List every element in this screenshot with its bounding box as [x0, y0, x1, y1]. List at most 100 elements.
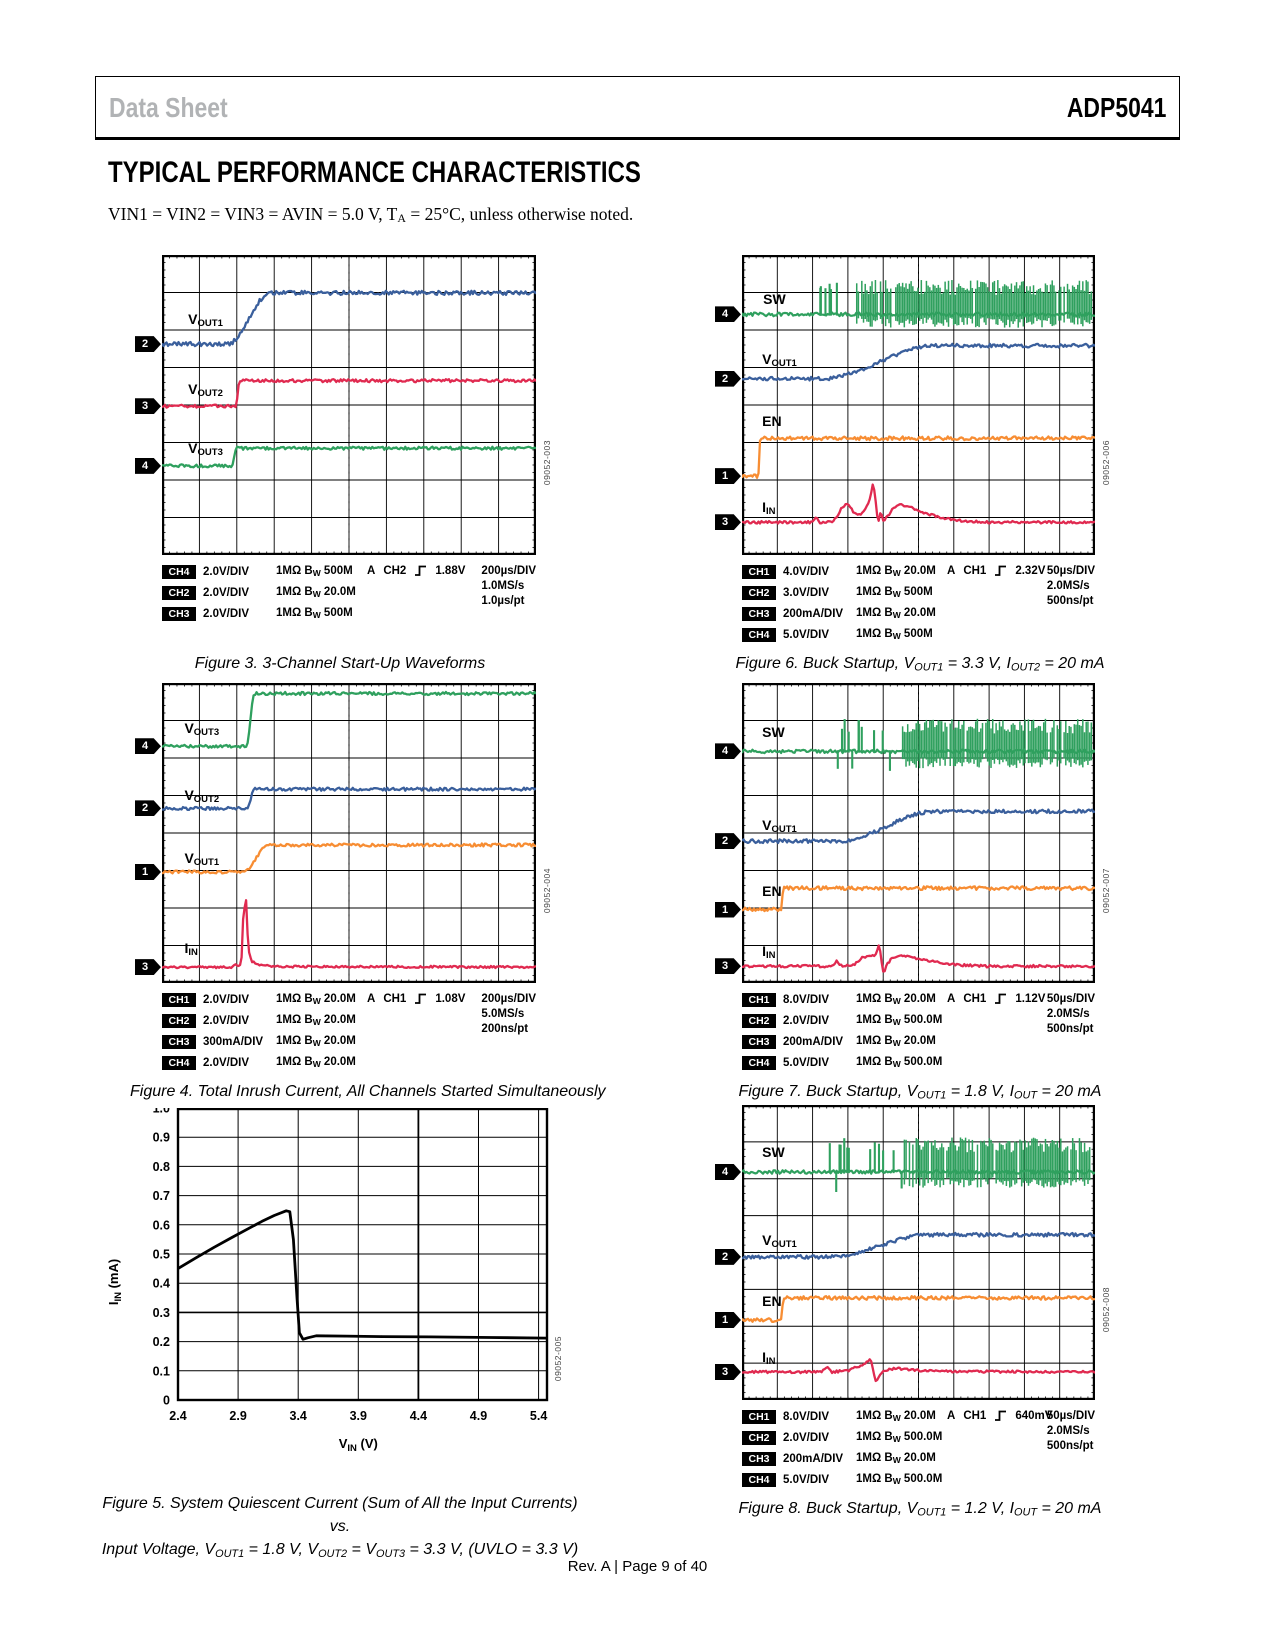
channel-scale: 5.0V/DIV: [783, 1474, 849, 1486]
trigger-info: A CH1 2.32V: [947, 564, 1045, 577]
channel-4-marker: 4: [135, 738, 161, 754]
channel-badge: CH1: [742, 565, 776, 579]
subscript: W: [893, 1413, 901, 1423]
x-tick-label: 3.9: [350, 1409, 367, 1423]
channel-scale: 300mA/DIV: [203, 1036, 269, 1048]
figure-7: 4 2 1 3 SW VOUT1 EN IIN CH1 8.0V/DIV 1MΩ BW 20.0M…: [710, 683, 1130, 1107]
timebase-line: 500ns/pt: [1047, 1439, 1095, 1454]
figure-code-fig8: 09052-008: [1101, 1287, 1111, 1332]
y-tick-label: 0.5: [153, 1248, 170, 1262]
timebase-line: 2.0MS/s: [1047, 579, 1095, 594]
channel-scale: 2.0V/DIV: [203, 994, 269, 1006]
channel-4-marker: 4: [715, 743, 741, 759]
timebase-line: 500ns/pt: [1047, 594, 1095, 609]
channel-1-marker: 1: [715, 468, 741, 484]
channel-setting-row: CH3 200mA/DIV 1MΩ BW 20.0M: [742, 1031, 1095, 1052]
subscript: W: [893, 1059, 901, 1069]
trigger-level: 1.88V: [435, 565, 465, 577]
channel-setting-row: CH4 5.0V/DIV 1MΩ BW 500.0M: [742, 1052, 1095, 1073]
channel-badge: CH2: [742, 1431, 776, 1445]
scope-graticule: [742, 1105, 1095, 1400]
subscript: W: [313, 996, 321, 1006]
part-number: ADP5041: [1066, 92, 1166, 124]
figure-code-fig5: 09052-005: [553, 1336, 563, 1381]
channel-setting-row: CH4 5.0V/DIV 1MΩ BW 500.0M: [742, 1469, 1095, 1490]
scope-settings-fig6: CH1 4.0V/DIV 1MΩ BW 20.0M CH2 3.0V/DIV 1MΩ BW…: [742, 561, 1095, 645]
y-tick-label: 0.6: [153, 1218, 170, 1232]
bandwidth-label: BW: [884, 1452, 900, 1464]
channel-scale: 2.0V/DIV: [203, 587, 269, 599]
bandwidth-label: BW: [884, 1035, 900, 1047]
subscript: OUT3: [194, 727, 219, 738]
trace-label-en: EN: [762, 1293, 781, 1309]
channel-badge: CH1: [742, 993, 776, 1007]
subscript: OUT1: [198, 318, 223, 329]
trace-label-iin: IIN: [762, 1349, 775, 1367]
scope-graticule: [742, 255, 1095, 555]
rising-edge-icon: [994, 992, 1007, 1005]
rising-edge-icon: [414, 564, 427, 577]
figure-8: 4 2 1 3 SW VOUT1 EN IIN CH1 8.0V/DIV 1MΩ BW 20.0M…: [710, 1105, 1130, 1524]
channel-1-marker: 1: [715, 1312, 741, 1328]
channel-4-marker: 4: [135, 458, 161, 474]
channel-setting-row: CH4 2.0V/DIV 1MΩ BW 20.0M: [162, 1052, 536, 1073]
channel-setting-row: CH2 2.0V/DIV 1MΩ BW 20.0M: [162, 1010, 536, 1031]
subscript: OUT2: [194, 794, 219, 805]
channel-setting-row: CH4 5.0V/DIV 1MΩ BW 500M: [742, 624, 1095, 645]
x-tick-label: 4.9: [470, 1409, 487, 1423]
subscript: W: [893, 1017, 901, 1027]
y-tick-label: 0.4: [153, 1277, 170, 1291]
bandwidth-label: BW: [304, 565, 320, 577]
trace-label-vout3: VOUT3: [188, 440, 223, 458]
bandwidth-label: BW: [884, 1056, 900, 1068]
bandwidth-label: BW: [304, 993, 320, 1005]
subscript: W: [893, 1038, 901, 1048]
oscilloscope-plot-fig8: 4 2 1 3 SW VOUT1 EN IIN: [742, 1105, 1095, 1400]
trace-label-vout1: VOUT1: [188, 311, 223, 329]
trace-label-vout2: VOUT2: [184, 787, 219, 805]
trigger-info: A CH1 1.12V: [947, 992, 1045, 1005]
channel-badge: CH4: [742, 1473, 776, 1487]
channel-scale: 200mA/DIV: [783, 1036, 849, 1048]
trigger-mode: A: [947, 993, 955, 1005]
y-tick-label: 0.8: [153, 1160, 170, 1174]
subscript: W: [313, 1017, 321, 1027]
trigger-info: A CH1 1.08V: [367, 992, 465, 1005]
figure-caption-fig3: Figure 3. 3-Channel Start-Up Waveforms: [130, 653, 550, 675]
timebase-info: 200µs/DIV 5.0MS/s 200ns/pt: [481, 992, 536, 1037]
channel-badge: CH1: [742, 1410, 776, 1424]
figure-caption-fig4: Figure 4. Total Inrush Current, All Chan…: [130, 1081, 550, 1103]
channel-scale: 2.0V/DIV: [203, 608, 269, 620]
trigger-source: CH1: [963, 565, 986, 577]
channel-2-marker: 2: [715, 833, 741, 849]
channel-scale: 4.0V/DIV: [783, 566, 849, 578]
channel-scale: 5.0V/DIV: [783, 629, 849, 641]
subscript: IN: [766, 950, 776, 961]
channel-badge: CH3: [162, 607, 196, 621]
subscript: IN: [766, 506, 776, 517]
channel-badge: CH3: [742, 1035, 776, 1049]
trigger-mode: A: [367, 993, 375, 1005]
channel-scale: 200mA/DIV: [783, 608, 849, 620]
subscript: IN: [188, 947, 198, 958]
subscript: W: [893, 1434, 901, 1444]
channel-impedance-bandwidth: 1MΩ BW 20.0M: [276, 1056, 536, 1069]
channel-setting-row: CH3 2.0V/DIV 1MΩ BW 500M: [162, 603, 536, 624]
channel-setting-row: CH2 2.0V/DIV 1MΩ BW 500.0M: [742, 1010, 1095, 1031]
trace-label-en: EN: [762, 883, 781, 899]
channel-setting-row: CH1 2.0V/DIV 1MΩ BW 20.0M: [162, 989, 536, 1010]
timebase-line: 200ns/pt: [481, 1022, 536, 1037]
trace-label-sw: SW: [762, 1144, 785, 1160]
bandwidth-label: BW: [884, 565, 900, 577]
bandwidth-label: BW: [884, 993, 900, 1005]
subscript: W: [313, 568, 321, 578]
figure-4: 4 2 1 3 VOUT3 VOUT2 VOUT1 IIN CH1 2.0V/DIV 1MΩ BW…: [130, 683, 550, 1103]
y-tick-label: 0.1: [153, 1364, 170, 1378]
channel-badge: CH3: [742, 607, 776, 621]
channel-badge: CH1: [162, 993, 196, 1007]
channel-scale: 5.0V/DIV: [783, 1057, 849, 1069]
trigger-mode: A: [947, 1410, 955, 1422]
channel-setting-row: CH3 200mA/DIV 1MΩ BW 20.0M: [742, 603, 1095, 624]
bandwidth-label: BW: [304, 607, 320, 619]
x-tick-label: 3.4: [290, 1409, 307, 1423]
